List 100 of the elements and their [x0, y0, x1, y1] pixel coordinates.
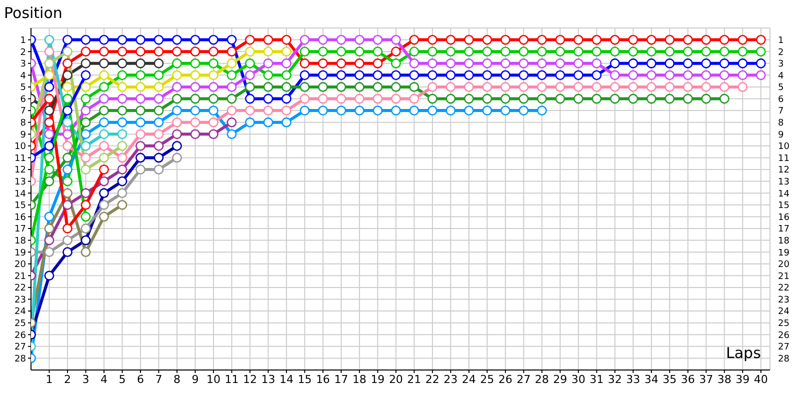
point — [44, 82, 54, 92]
point — [62, 247, 72, 258]
point — [208, 106, 218, 116]
y2-tick-label: 22 — [778, 284, 790, 294]
y-tick-label: 4 — [20, 71, 26, 82]
x-tick-label: 37 — [699, 372, 714, 386]
point — [354, 106, 364, 116]
point — [190, 94, 200, 104]
point — [208, 58, 218, 68]
point — [99, 117, 109, 128]
point — [390, 70, 401, 80]
point — [409, 70, 420, 80]
point — [610, 58, 620, 68]
point — [300, 34, 310, 45]
point — [80, 70, 91, 80]
point — [719, 70, 730, 80]
y2-tick-label: 4 — [778, 71, 784, 82]
point — [117, 70, 128, 80]
point — [136, 152, 146, 163]
point — [117, 117, 128, 128]
point — [190, 82, 200, 92]
point — [628, 82, 638, 92]
point — [464, 94, 474, 104]
point — [300, 58, 310, 68]
point — [263, 117, 274, 128]
point — [518, 58, 529, 68]
point — [172, 152, 182, 163]
point — [99, 152, 109, 163]
x-tick-label: 36 — [680, 372, 695, 386]
point — [282, 70, 292, 80]
point — [336, 46, 346, 57]
point — [99, 106, 109, 116]
point — [99, 70, 109, 80]
point — [263, 34, 274, 45]
y-tick-label: 24 — [14, 307, 26, 318]
point — [738, 58, 748, 68]
point — [372, 34, 383, 45]
point — [646, 70, 656, 80]
point — [62, 117, 72, 128]
point — [682, 34, 693, 45]
point — [226, 46, 237, 57]
y-tick-label: 26 — [14, 330, 26, 341]
point — [226, 129, 237, 140]
point — [44, 70, 54, 80]
point — [573, 70, 584, 80]
point — [336, 34, 346, 45]
point — [172, 106, 182, 116]
point — [610, 34, 620, 45]
point — [190, 70, 200, 80]
point — [610, 70, 620, 80]
point — [154, 129, 164, 140]
x-tick-label: 13 — [261, 372, 276, 386]
point — [555, 82, 566, 92]
point — [80, 82, 91, 92]
point — [172, 94, 182, 104]
point — [318, 46, 328, 57]
point — [318, 106, 328, 116]
point — [99, 176, 109, 186]
x-tick-label: 3 — [82, 372, 90, 386]
point — [300, 46, 310, 57]
point — [719, 82, 730, 92]
point — [354, 34, 364, 45]
y-tick-label: 18 — [14, 236, 26, 246]
x-tick-label: 4 — [100, 372, 108, 386]
point — [117, 129, 128, 140]
x-tick-label: 34 — [644, 372, 658, 386]
point — [62, 224, 72, 234]
point — [664, 82, 675, 92]
point — [446, 58, 456, 68]
y2-tick-label: 16 — [778, 212, 790, 223]
y2-tick-label: 20 — [778, 260, 790, 270]
x-tick-label: 5 — [118, 372, 126, 386]
x-tick-label: 24 — [462, 372, 476, 386]
point — [482, 34, 492, 45]
point — [446, 34, 456, 45]
point — [592, 70, 602, 80]
point — [518, 70, 529, 80]
y2-tick-label: 3 — [778, 60, 784, 70]
point — [99, 140, 109, 151]
point — [536, 46, 547, 57]
point — [282, 58, 292, 68]
point — [555, 46, 566, 57]
point — [354, 94, 364, 104]
point — [646, 82, 656, 92]
x-tick-label: 31 — [590, 372, 604, 386]
point — [44, 129, 54, 140]
point — [136, 70, 146, 80]
point — [464, 46, 474, 57]
point — [136, 164, 146, 174]
point — [664, 70, 675, 80]
point — [44, 58, 54, 68]
point — [172, 70, 182, 80]
point — [117, 82, 128, 92]
point — [646, 46, 656, 57]
point — [245, 94, 255, 104]
y-tick-label: 27 — [14, 342, 26, 353]
point — [80, 235, 91, 246]
point — [154, 70, 164, 80]
point — [300, 106, 310, 116]
point — [318, 82, 328, 92]
